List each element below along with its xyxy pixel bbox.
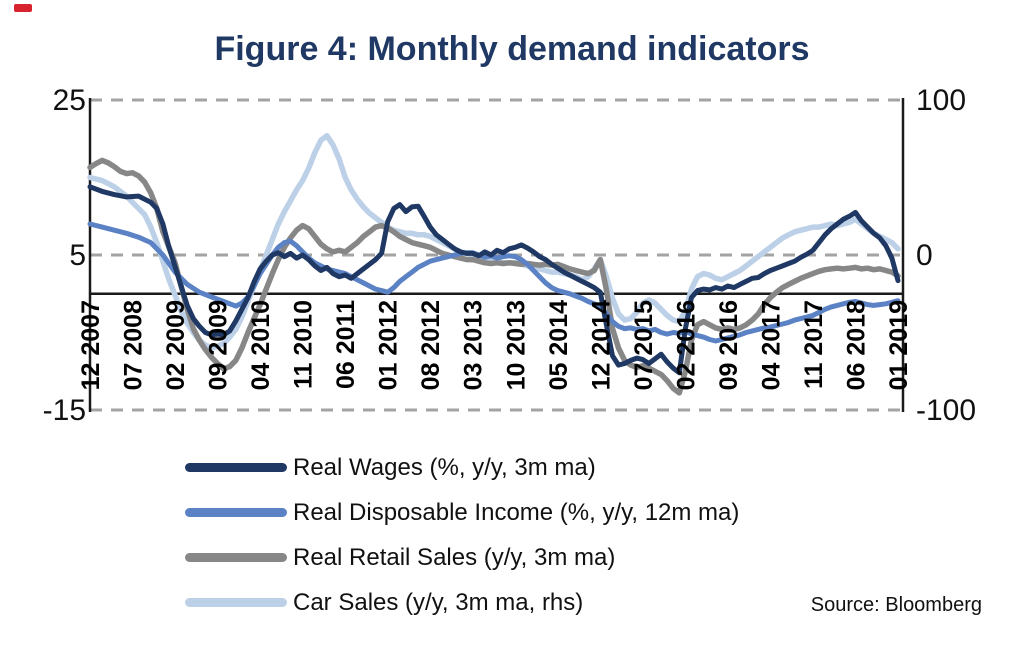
legend-swatch-real-retail-sales	[185, 553, 287, 562]
x-tick-label: 09 2016	[715, 300, 743, 390]
legend-swatch-car-sales	[185, 598, 287, 607]
x-tick-label: 06 2018	[843, 300, 871, 390]
x-tick-label: 06 2011	[332, 300, 360, 389]
figure-title: Figure 4: Monthly demand indicators	[214, 30, 810, 68]
left-axis-tick-label: 25	[53, 84, 86, 117]
x-tick-label: 11 2017	[800, 300, 828, 389]
legend-swatch-real-wages	[185, 463, 287, 472]
right-axis-tick-label: 100	[916, 84, 966, 117]
left-axis-tick-label: -15	[43, 394, 86, 427]
x-tick-label: 02 2016	[672, 300, 700, 390]
demand-indicators-chart: 25 5 -15 100 0 -100 12 2007 07 2008 02 2009 09 20…	[43, 84, 976, 427]
x-tick-label: 12 2014	[587, 300, 615, 390]
chart-legend: Real Wages (%, y/y, 3m ma) Real Disposab…	[185, 445, 739, 625]
x-tick-label: 04 2010	[247, 300, 275, 390]
legend-item-real-disposable-income: Real Disposable Income (%, y/y, 12m ma)	[185, 490, 739, 535]
legend-item-real-retail-sales: Real Retail Sales (y/y, 3m ma)	[185, 535, 739, 580]
red-corner-mark	[14, 4, 32, 12]
legend-item-car-sales: Car Sales (y/y, 3m ma, rhs)	[185, 580, 739, 625]
x-tick-label: 11 2010	[290, 300, 318, 389]
x-tick-label: 01 2012	[375, 300, 403, 390]
legend-swatch-real-disposable-income	[185, 508, 287, 517]
legend-label: Real Retail Sales (y/y, 3m ma)	[293, 543, 616, 571]
legend-label: Real Disposable Income (%, y/y, 12m ma)	[293, 498, 740, 526]
x-tick-label: 05 2014	[545, 300, 573, 390]
x-tick-label: 08 2012	[417, 300, 445, 390]
x-tick-label: 12 2007	[77, 300, 105, 390]
right-axis-tick-label: -100	[916, 394, 976, 427]
x-tick-label: 09 2009	[205, 300, 233, 390]
x-tick-label: 01 2019	[885, 300, 913, 390]
x-tick-label: 07 2008	[120, 300, 148, 390]
series-line-1	[87, 157, 901, 396]
x-tick-label: 04 2017	[757, 300, 785, 390]
left-axis-tick-label: 5	[69, 239, 86, 272]
legend-label: Real Wages (%, y/y, 3m ma)	[293, 453, 596, 481]
source-note: Source: Bloomberg	[810, 594, 982, 616]
legend-item-real-wages: Real Wages (%, y/y, 3m ma)	[185, 445, 739, 490]
x-tick-label: 10 2013	[502, 300, 530, 390]
right-axis-tick-label: 0	[916, 239, 933, 272]
x-tick-label: 03 2013	[460, 300, 488, 390]
legend-label: Car Sales (y/y, 3m ma, rhs)	[293, 588, 584, 616]
series-line-3	[87, 184, 901, 376]
x-tick-label: 07 2015	[630, 300, 658, 390]
x-tick-label: 02 2009	[162, 300, 190, 390]
series-line-2	[87, 221, 901, 344]
